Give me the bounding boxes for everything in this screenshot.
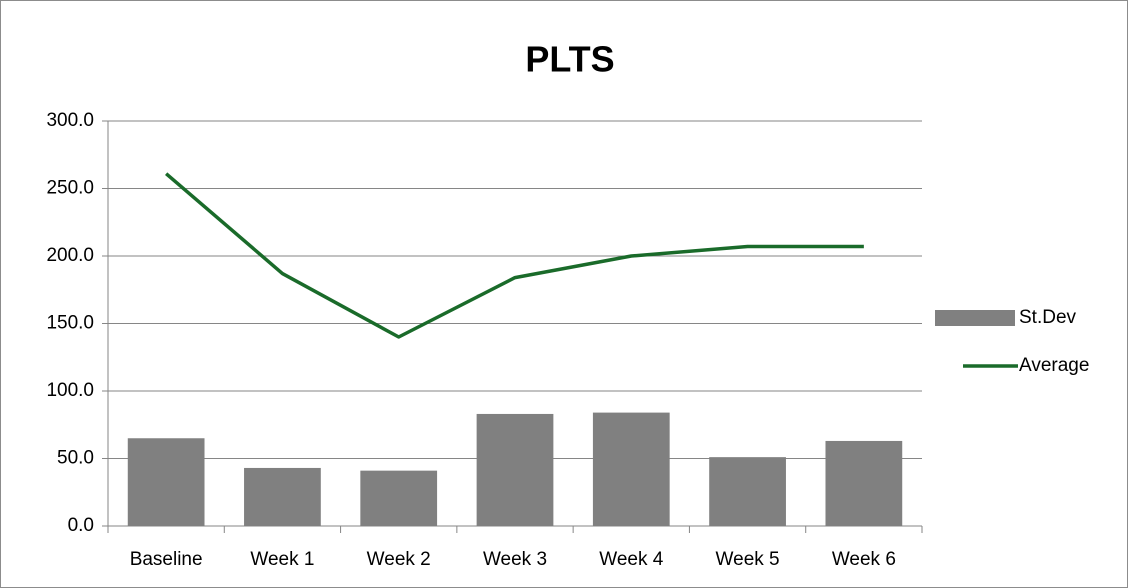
y-tick-label: 50.0 (57, 448, 94, 469)
y-tick-label: 100.0 (46, 380, 94, 401)
line (165, 172, 864, 339)
x-tick-label: Week 6 (832, 549, 896, 570)
y-tick-label: 150.0 (46, 313, 94, 334)
bar (825, 440, 903, 526)
x-tick-label: Week 2 (367, 549, 431, 570)
x-tick-label: Week 5 (716, 549, 780, 570)
bar (592, 412, 670, 526)
x-tick-label: Week 4 (599, 549, 664, 570)
x-tick-label: Baseline (130, 549, 203, 570)
bar (476, 413, 554, 526)
bar (360, 470, 438, 526)
bar (244, 467, 321, 526)
chart-title: PLTS (525, 39, 614, 80)
y-tick-label: 0.0 (68, 515, 94, 536)
legend-swatch (935, 310, 1015, 326)
bar (127, 438, 205, 526)
legend-label: Average (1019, 355, 1089, 376)
bar (709, 457, 786, 526)
y-tick-label: 300.0 (46, 110, 94, 131)
y-tick-label: 250.0 (46, 178, 94, 199)
x-tick-label: Week 1 (250, 549, 314, 570)
y-tick-label: 200.0 (46, 245, 94, 266)
x-tick-label: Week 3 (483, 549, 547, 570)
legend-label: St.Dev (1019, 307, 1077, 328)
